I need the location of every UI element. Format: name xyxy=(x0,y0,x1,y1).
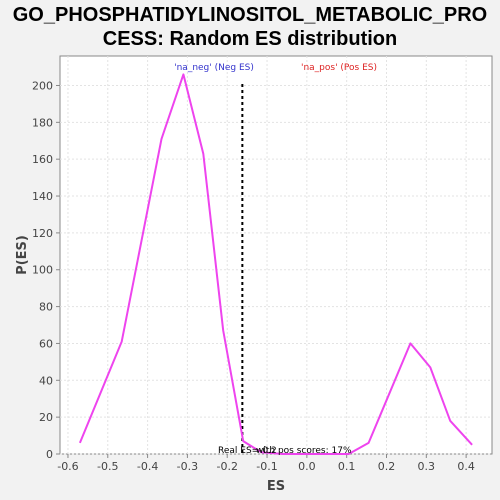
y-tick-label: 40 xyxy=(39,374,53,387)
pos-es-label: 'na_pos' (Pos ES) xyxy=(301,63,377,73)
y-tick-label: 20 xyxy=(39,411,53,424)
x-tick-label: -0.4 xyxy=(137,460,158,473)
y-tick-label: 60 xyxy=(39,337,53,350)
x-tick-label: 0.2 xyxy=(378,460,396,473)
plot-area xyxy=(59,55,493,455)
series-line xyxy=(78,73,473,455)
x-tick-label: -0.3 xyxy=(177,460,198,473)
x-tick-label: 0.0 xyxy=(298,460,316,473)
y-tick-label: 0 xyxy=(46,448,53,461)
pos-scores-label: with pos scores: 17% xyxy=(256,446,352,456)
x-tick-label: 0.4 xyxy=(457,460,475,473)
chart-title-line-2: CESS: Random ES distribution xyxy=(102,28,398,50)
y-tick-label: 100 xyxy=(32,264,53,277)
y-axis-title: P(ES) xyxy=(15,235,30,275)
grid-lines xyxy=(60,56,492,455)
x-tick-label: -0.6 xyxy=(57,460,78,473)
neg-es-label: 'na_neg' (Neg ES) xyxy=(174,63,254,73)
y-tick-label: 140 xyxy=(32,190,53,203)
x-axis: -0.6 -0.5 -0.4 -0.3 -0.2 -0.1 0.0 0.1 0.2 0.3 0.4 xyxy=(57,454,475,473)
x-tick-label: -0.1 xyxy=(256,460,277,473)
x-tick-label: 0.3 xyxy=(418,460,436,473)
x-tick-label: -0.5 xyxy=(97,460,118,473)
x-axis-title: ES xyxy=(267,479,285,494)
y-tick-label: 160 xyxy=(32,153,53,166)
y-tick-label: 200 xyxy=(32,79,53,92)
x-tick-label: 0.1 xyxy=(338,460,356,473)
chart-title-line-1: GO_PHOSPHATIDYLINOSITOL_METABOLIC_PRO xyxy=(12,4,488,26)
y-tick-label: 80 xyxy=(39,301,53,314)
y-tick-label: 120 xyxy=(32,227,53,240)
real-es-label: Real ES=-0.2 xyxy=(218,446,277,456)
y-axis: 0 20 40 60 80 100 120 140 160 180 200 xyxy=(32,79,60,461)
y-tick-label: 180 xyxy=(32,116,53,129)
x-tick-label: -0.2 xyxy=(216,460,237,473)
